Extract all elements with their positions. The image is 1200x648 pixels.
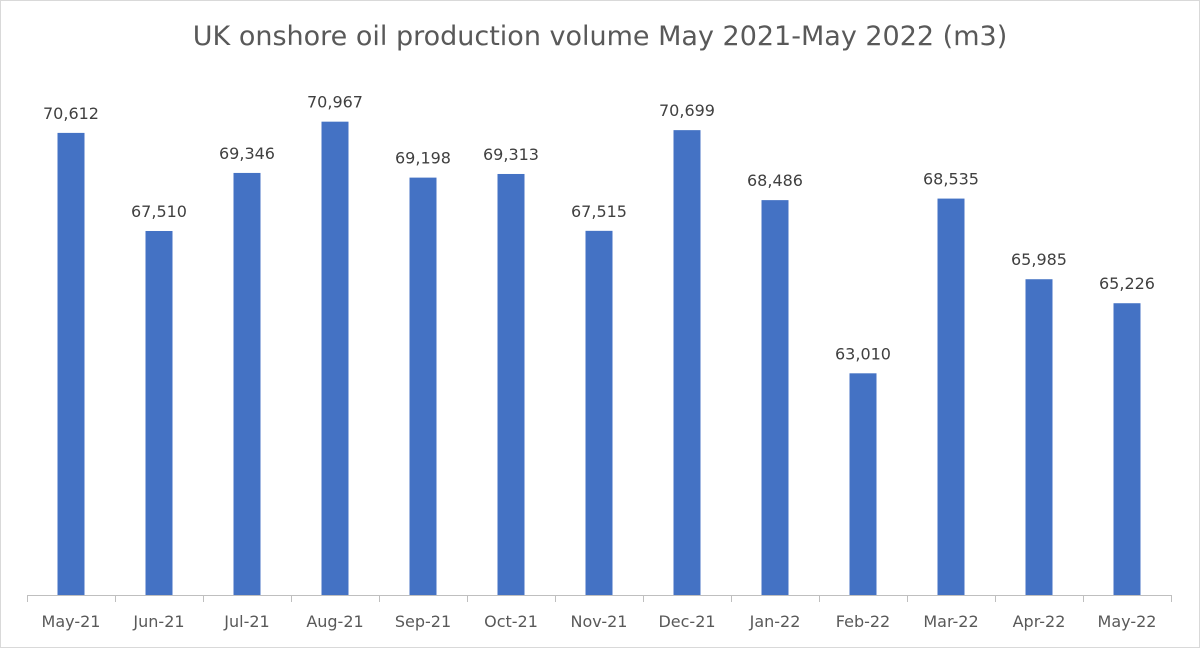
bar-may-22 [1113,303,1141,595]
data-label: 70,967 [307,93,363,112]
data-label: 65,985 [1011,250,1067,269]
data-label: 68,535 [923,170,979,189]
data-label: 63,010 [835,344,891,363]
bar-may-21 [57,132,85,595]
x-tick-label: Jun-21 [132,612,184,631]
x-tick-label: Mar-22 [923,612,978,631]
data-label: 67,515 [571,202,627,221]
x-tick-label: Dec-21 [658,612,715,631]
data-labels-group: 70,612 67,510 69,346 70,967 69,198 69,313 67,5… [43,93,1155,364]
data-label: 69,346 [219,144,275,163]
x-tick-label: May-22 [1098,612,1157,631]
x-tick-label: Nov-21 [571,612,628,631]
x-tick-label: Oct-21 [484,612,538,631]
x-tick-label: May-21 [42,612,101,631]
data-label: 67,510 [131,202,187,221]
x-tick-label: Sep-21 [395,612,451,631]
bar-jan-22 [761,200,789,595]
data-label: 68,486 [747,171,803,190]
x-tick-labels-group: May-21 Jun-21 Jul-21 Aug-21 Sep-21 Oct-21 Nov-… [42,612,1157,631]
bar-sep-21 [409,177,437,595]
data-label: 69,198 [395,149,451,168]
bar-feb-22 [849,373,877,595]
bar-jun-21 [145,230,173,595]
bar-mar-22 [937,198,965,595]
data-label: 70,699 [659,101,715,120]
x-tick-label: Apr-22 [1013,612,1066,631]
data-label: 70,612 [43,104,99,123]
x-tick-label: Feb-22 [836,612,890,631]
x-tick-label: Jan-22 [749,612,801,631]
chart-title: UK onshore oil production volume May 202… [192,21,1008,52]
x-tick-label: Jul-21 [223,612,269,631]
bar-dec-21 [673,130,701,596]
x-ticks-group [27,595,1172,602]
bar-oct-21 [497,173,525,595]
bar-apr-22 [1025,279,1053,595]
data-label: 65,226 [1099,274,1155,293]
bar-aug-21 [321,121,349,595]
bar-nov-21 [585,230,613,595]
data-label: 69,313 [483,145,539,164]
bar-jul-21 [233,172,261,596]
x-tick-label: Aug-21 [306,612,363,631]
bars-group [57,121,1141,596]
